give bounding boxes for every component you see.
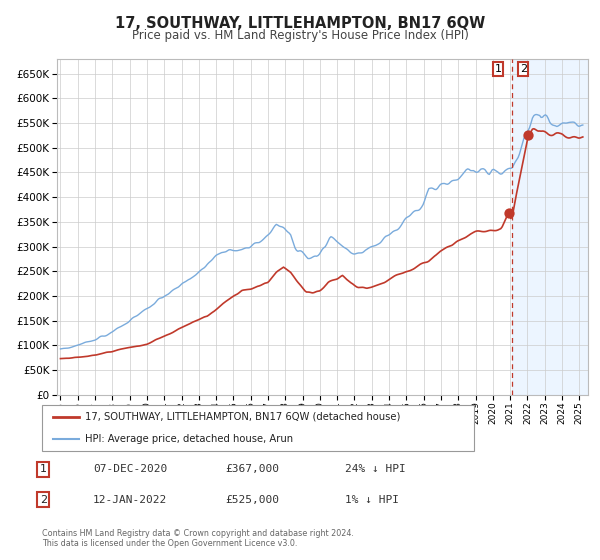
Text: 1: 1 <box>40 464 47 474</box>
Text: 17, SOUTHWAY, LITTLEHAMPTON, BN17 6QW (detached house): 17, SOUTHWAY, LITTLEHAMPTON, BN17 6QW (d… <box>85 412 401 422</box>
Text: 2: 2 <box>520 64 527 74</box>
Text: Price paid vs. HM Land Registry's House Price Index (HPI): Price paid vs. HM Land Registry's House … <box>131 29 469 42</box>
Text: 17, SOUTHWAY, LITTLEHAMPTON, BN17 6QW: 17, SOUTHWAY, LITTLEHAMPTON, BN17 6QW <box>115 16 485 31</box>
Text: 1: 1 <box>495 64 502 74</box>
Text: £367,000: £367,000 <box>225 464 279 474</box>
Text: £525,000: £525,000 <box>225 494 279 505</box>
Text: 12-JAN-2022: 12-JAN-2022 <box>93 494 167 505</box>
Point <box>504 209 514 218</box>
Bar <box>512 59 588 395</box>
Text: 24% ↓ HPI: 24% ↓ HPI <box>345 464 406 474</box>
Text: 07-DEC-2020: 07-DEC-2020 <box>93 464 167 474</box>
Text: HPI: Average price, detached house, Arun: HPI: Average price, detached house, Arun <box>85 434 293 444</box>
Text: Contains HM Land Registry data © Crown copyright and database right 2024.: Contains HM Land Registry data © Crown c… <box>42 529 354 538</box>
Text: 2: 2 <box>40 494 47 505</box>
Text: This data is licensed under the Open Government Licence v3.0.: This data is licensed under the Open Gov… <box>42 539 298 548</box>
Point <box>523 131 533 140</box>
FancyBboxPatch shape <box>42 405 474 451</box>
Text: 1% ↓ HPI: 1% ↓ HPI <box>345 494 399 505</box>
